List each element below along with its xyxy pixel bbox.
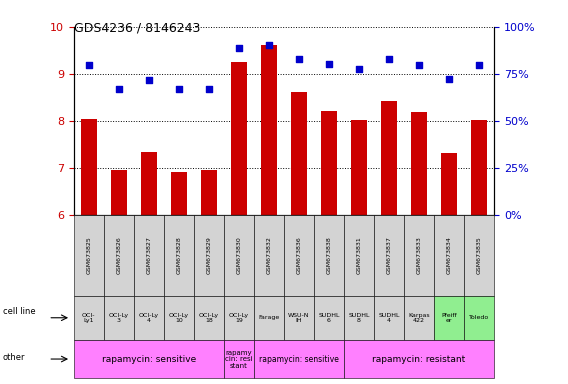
Bar (441, 153, 457, 215)
Text: OCI-
Ly1: OCI- Ly1 (82, 313, 95, 323)
Text: GSM673835: GSM673835 (477, 237, 482, 274)
Point (144, 76, 153, 83)
Text: GSM673830: GSM673830 (236, 237, 241, 274)
Text: cell line: cell line (3, 308, 35, 316)
Text: GSM673837: GSM673837 (387, 237, 391, 274)
Text: GSM673828: GSM673828 (177, 237, 181, 274)
Text: other: other (3, 353, 26, 362)
Text: OCI-Ly
3: OCI-Ly 3 (109, 313, 129, 323)
Text: GSM673825: GSM673825 (86, 237, 91, 274)
Bar (471, 120, 487, 215)
Bar (170, 172, 187, 215)
Text: Karpas
422: Karpas 422 (408, 313, 430, 323)
Point (445, 76, 454, 82)
Text: GSM673838: GSM673838 (327, 237, 332, 274)
Point (204, 86, 214, 92)
Text: GSM673827: GSM673827 (147, 237, 152, 274)
Text: GSM673834: GSM673834 (446, 237, 452, 274)
Text: GSM673833: GSM673833 (416, 237, 421, 274)
Point (84, 61, 93, 68)
Point (235, 45, 244, 51)
Text: WSU-N
IH: WSU-N IH (289, 313, 310, 323)
Bar (231, 62, 247, 215)
Text: OCI-Ly
18: OCI-Ly 18 (199, 313, 219, 323)
Text: GSM673836: GSM673836 (296, 237, 302, 274)
Text: GSM673832: GSM673832 (266, 237, 272, 274)
Text: GSM673826: GSM673826 (116, 237, 122, 274)
Bar (351, 120, 367, 215)
Bar (141, 152, 157, 215)
Text: GSM673831: GSM673831 (357, 237, 362, 274)
Bar (111, 170, 127, 215)
Text: rapamycin: sensitive: rapamycin: sensitive (259, 354, 339, 364)
Point (415, 61, 424, 68)
Point (385, 56, 394, 62)
Text: rapamycin: sensitive: rapamycin: sensitive (102, 354, 196, 364)
Bar (81, 119, 97, 215)
Text: OCI-Ly
19: OCI-Ly 19 (229, 313, 249, 323)
Point (294, 56, 303, 62)
Point (174, 86, 183, 92)
Text: Farage: Farage (258, 315, 279, 320)
Text: Toledo: Toledo (469, 315, 489, 320)
Point (114, 86, 123, 92)
Point (324, 61, 333, 67)
Text: GSM673829: GSM673829 (206, 237, 211, 274)
Bar (201, 170, 217, 215)
Bar (381, 101, 398, 215)
Bar (321, 111, 337, 215)
Text: SUDHL
8: SUDHL 8 (348, 313, 370, 323)
Bar (261, 45, 277, 215)
Point (354, 66, 364, 72)
Point (265, 42, 274, 48)
Text: rapamy
cin: resi
stant: rapamy cin: resi stant (225, 349, 253, 369)
Text: Pfeiff
er: Pfeiff er (441, 313, 457, 323)
Text: rapamycin: resistant: rapamycin: resistant (373, 354, 466, 364)
Text: SUDHL
4: SUDHL 4 (378, 313, 400, 323)
Point (475, 62, 484, 68)
Bar (411, 113, 427, 215)
Text: OCI-Ly
10: OCI-Ly 10 (169, 313, 189, 323)
Text: OCI-Ly
4: OCI-Ly 4 (139, 313, 159, 323)
Text: SUDHL
6: SUDHL 6 (318, 313, 340, 323)
Text: GDS4236 / 8146243: GDS4236 / 8146243 (74, 21, 200, 34)
Bar (291, 92, 307, 215)
